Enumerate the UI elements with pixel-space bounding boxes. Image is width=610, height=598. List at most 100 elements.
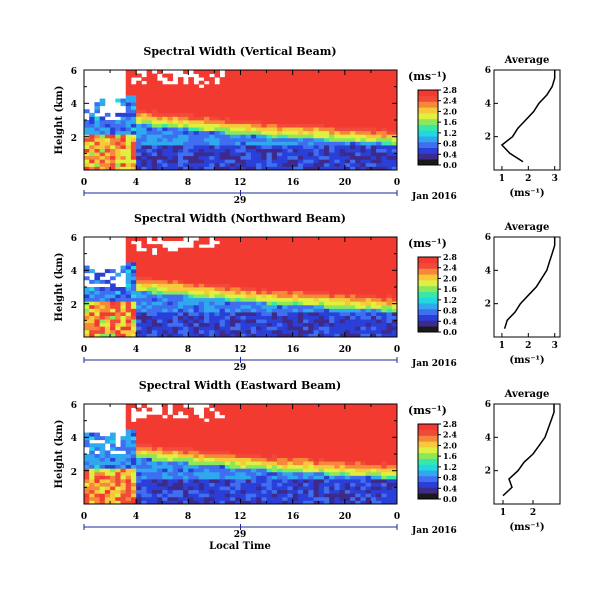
heatmap-cell [235, 500, 241, 505]
heatmap-cell [167, 329, 174, 334]
heatmap-cell [162, 475, 168, 480]
heatmap-cell [188, 98, 194, 103]
heatmap-cell [177, 155, 184, 160]
heatmap-cell [120, 152, 127, 157]
heatmap-cell [303, 294, 309, 299]
heatmap-cell [381, 329, 387, 334]
heatmap-cell [360, 450, 367, 455]
heatmap-cell [360, 159, 367, 164]
heatmap-cell [177, 482, 184, 487]
heatmap-cell [214, 127, 221, 132]
heatmap-cell [136, 105, 142, 110]
heatmap-cell [177, 439, 184, 444]
heatmap-cell [141, 418, 147, 423]
heatmap-cell [188, 290, 194, 295]
heatmap-cell [224, 91, 231, 96]
heatmap [83, 236, 398, 338]
heatmap-cell [172, 450, 179, 455]
heatmap-cell [125, 145, 132, 149]
heatmap-cell [99, 159, 106, 164]
heatmap-cell [339, 443, 346, 448]
heatmap-cell [99, 308, 106, 313]
heatmap-cell [391, 304, 398, 309]
heatmap-cell [230, 404, 236, 408]
heatmap-cell [219, 98, 226, 103]
heatmap-cell [355, 137, 361, 142]
heatmap-cell [198, 329, 205, 334]
heatmap-cell [365, 130, 372, 135]
heatmap-cell [365, 80, 372, 85]
heatmap-cell [115, 297, 121, 302]
heatmap-cell [297, 145, 304, 149]
heatmap-cell [157, 258, 163, 263]
heatmap-cell [177, 166, 184, 171]
heatmap-cell [157, 418, 163, 423]
heatmap-cell [209, 166, 215, 171]
heatmap-cell [110, 322, 116, 327]
heatmap-cell [297, 134, 304, 139]
heatmap-cell [360, 461, 367, 466]
heatmap-cell [271, 326, 278, 331]
heatmap-cell [323, 436, 330, 441]
heatmap-cell [177, 130, 184, 135]
heatmap-cell [172, 301, 179, 306]
heatmap-cell [146, 475, 153, 480]
heatmap-cell [391, 461, 398, 466]
heatmap-cell [256, 112, 262, 117]
heatmap-cell [203, 137, 210, 142]
heatmap-cell [146, 290, 153, 295]
heatmap-cell [214, 439, 221, 444]
heatmap-cell [271, 489, 278, 494]
heatmap-cell [162, 486, 168, 491]
heatmap-cell [250, 251, 257, 256]
heatmap-cell [303, 258, 309, 263]
heatmap-cell [104, 297, 111, 302]
heatmap-cell [271, 272, 278, 277]
heatmap-cell [219, 418, 226, 423]
heatmap-cell [136, 279, 142, 284]
heatmap-cell [303, 489, 309, 494]
heatmap-cell [339, 137, 346, 142]
heatmap-cell [355, 73, 361, 78]
heatmap-cell [193, 479, 200, 483]
colorbar-swatch [418, 268, 438, 275]
heatmap-cell [84, 479, 90, 483]
heatmap-cell [167, 301, 174, 306]
heatmap-cell [292, 493, 299, 498]
heatmap-cell [256, 123, 262, 128]
heatmap-cell [323, 471, 330, 476]
heatmap-cell [120, 123, 127, 128]
heatmap-cell [172, 479, 179, 483]
heatmap-cell [344, 297, 351, 302]
heatmap-cell [151, 290, 158, 295]
heatmap-cell [157, 123, 163, 128]
heatmap-cell [391, 308, 398, 313]
heatmap-cell [376, 95, 382, 99]
heatmap-cell [376, 425, 382, 430]
heatmap-cell [188, 439, 194, 444]
heatmap-cell [282, 159, 288, 164]
heatmap-cell [250, 418, 257, 423]
heatmap-cell [365, 489, 372, 494]
heatmap-cell [386, 308, 393, 313]
heatmap-cell [250, 77, 257, 82]
heatmap-cell [203, 454, 210, 458]
heatmap-cell [188, 109, 194, 114]
heatmap-cell [376, 421, 382, 426]
heatmap-cell [84, 457, 90, 462]
heatmap-cell [245, 137, 252, 142]
heatmap-cell [297, 123, 304, 128]
heatmap-cell [266, 468, 273, 473]
heatmap-cell [282, 272, 288, 277]
heatmap-cell [219, 283, 226, 288]
heatmap-cell [261, 262, 267, 266]
heatmap-cell [256, 98, 262, 103]
heatmap-cell [261, 112, 267, 117]
heatmap-cell [323, 247, 330, 252]
heatmap-cell [141, 237, 147, 241]
heatmap-cell [391, 77, 398, 82]
heatmap-cell [256, 489, 262, 494]
heatmap-cell [224, 269, 231, 274]
heatmap-cell [130, 443, 137, 448]
heatmap-cell [381, 109, 387, 114]
